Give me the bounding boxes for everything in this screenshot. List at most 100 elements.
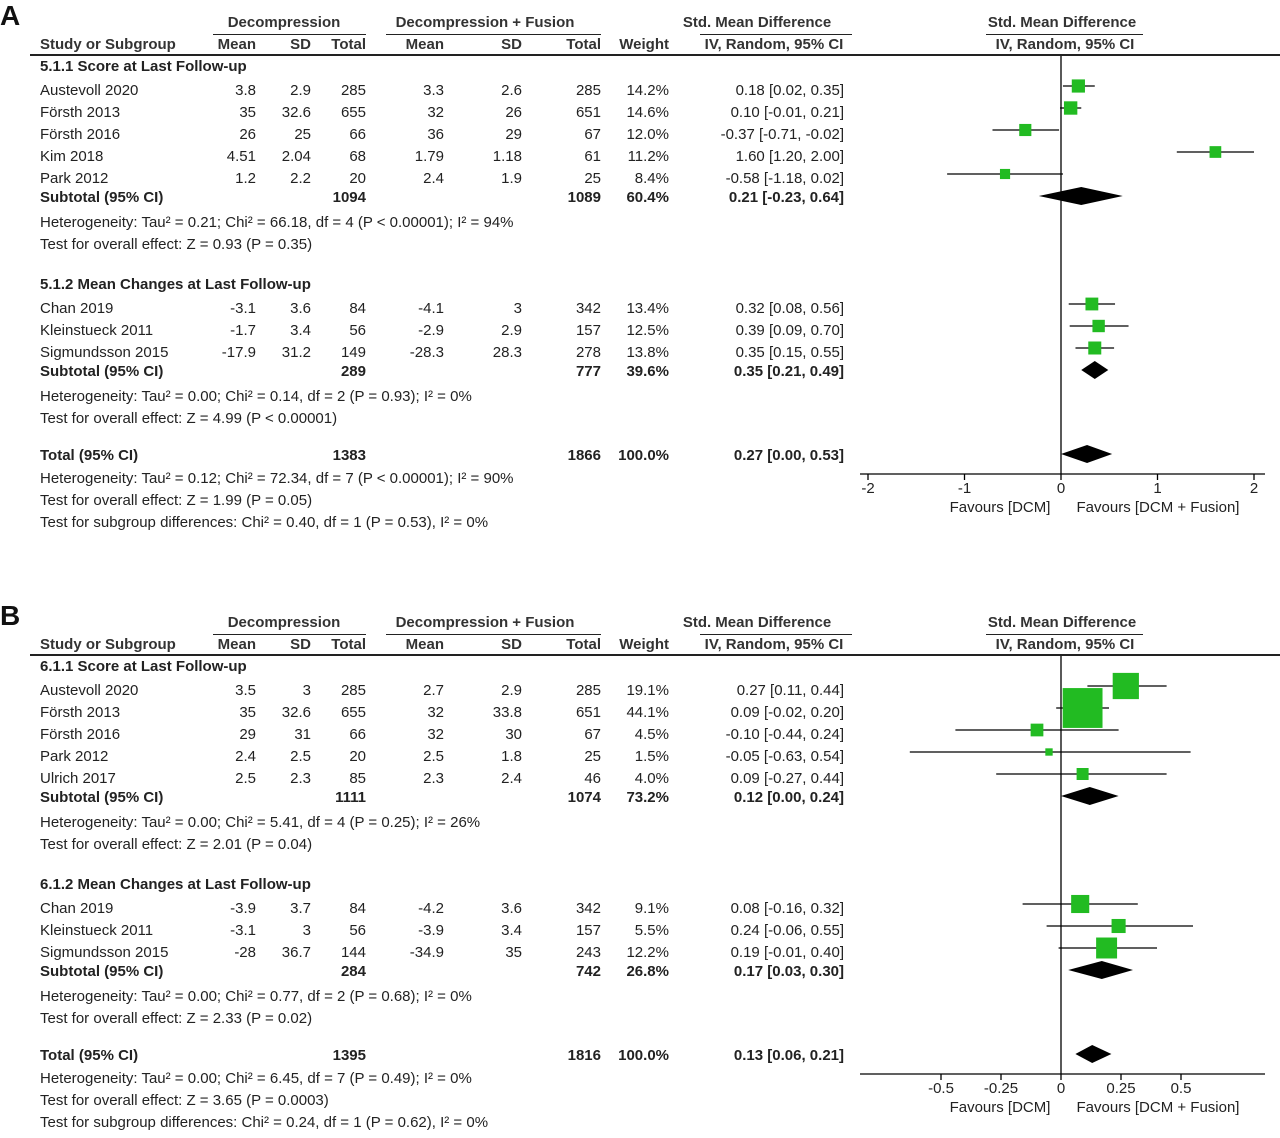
plot-underline — [986, 634, 1143, 635]
study-name: Ulrich 2017 — [40, 770, 116, 787]
mean2-column-header: Mean — [405, 36, 444, 53]
subtotal-n1: 289 — [340, 363, 366, 380]
group1-header: Decompression — [227, 14, 341, 31]
mean1-value: -3.1 — [230, 300, 256, 317]
subtotal-weight: 73.2% — [626, 789, 669, 806]
smd-method-header: IV, Random, 95% CI — [704, 636, 844, 653]
effect-marker — [1085, 297, 1099, 311]
plot-header: Std. Mean Difference — [987, 614, 1137, 631]
x-tick-label: 2 — [1249, 480, 1259, 497]
x-tick-label: 0.5 — [1170, 1080, 1192, 1097]
total1-value: 149 — [340, 344, 366, 361]
ci-value: 0.32 [0.08, 0.56] — [735, 300, 844, 317]
subtotal-label: Subtotal (95% CI) — [40, 363, 164, 380]
mean1-column-header: Mean — [217, 36, 256, 53]
x-tick-label: 0 — [1056, 1080, 1066, 1097]
overall-effect-text: Test for overall effect: Z = 4.99 (P < 0… — [40, 410, 338, 427]
group2-header: Decompression + Fusion — [395, 614, 575, 631]
sd2-value: 3.4 — [501, 922, 522, 939]
weight-value: 13.4% — [626, 300, 669, 317]
total2-value: 243 — [575, 944, 601, 961]
total2-value: 67 — [584, 726, 601, 743]
favours-left-label: Favours [DCM] — [949, 499, 1051, 516]
weight-value: 14.2% — [626, 82, 669, 99]
header-rule — [30, 54, 1280, 56]
sd2-value: 35 — [505, 944, 522, 961]
weight-value: 19.1% — [626, 682, 669, 699]
study-name: Försth 2013 — [40, 104, 121, 121]
heterogeneity-text: Heterogeneity: Tau² = 0.21; Chi² = 66.18… — [40, 214, 514, 231]
total1-value: 144 — [340, 944, 366, 961]
total2-value: 157 — [575, 322, 601, 339]
footer-note: Heterogeneity: Tau² = 0.00; Chi² = 6.45,… — [40, 1070, 472, 1087]
sd2-value: 30 — [505, 726, 522, 743]
total1-value: 84 — [349, 900, 366, 917]
ci-value: -0.58 [-1.18, 0.02] — [725, 170, 844, 187]
sd1-value: 2.5 — [290, 748, 311, 765]
panel-letter: B — [0, 600, 21, 631]
subtotal-n2: 777 — [575, 363, 601, 380]
sd1-value: 3.4 — [290, 322, 311, 339]
effect-marker — [1112, 672, 1139, 700]
smd-underline — [700, 634, 852, 635]
mean2-value: 32 — [427, 104, 444, 121]
subtotal-diamond — [1061, 787, 1119, 805]
sd1-value: 2.9 — [290, 82, 311, 99]
study-column-header: Study or Subgroup — [40, 636, 176, 653]
study-name: Park 2012 — [40, 748, 109, 765]
ci-value: 0.39 [0.09, 0.70] — [735, 322, 844, 339]
plot-underline — [986, 34, 1143, 35]
heterogeneity-text: Heterogeneity: Tau² = 0.00; Chi² = 0.14,… — [40, 388, 472, 405]
subtotal-ci: 0.35 [0.21, 0.49] — [733, 363, 844, 380]
subtotal-ci: 0.12 [0.00, 0.24] — [733, 789, 844, 806]
sd2-column-header: SD — [501, 36, 522, 53]
weight-value: 4.5% — [634, 726, 669, 743]
mean1-value: 35 — [239, 104, 256, 121]
effect-marker — [1209, 146, 1222, 158]
subtotal-diamond — [1068, 961, 1133, 979]
subtotal-label: Subtotal (95% CI) — [40, 189, 164, 206]
group2-header: Decompression + Fusion — [395, 14, 575, 31]
effect-marker — [1096, 937, 1118, 959]
favours-right-label: Favours [DCM + Fusion] — [1076, 1099, 1240, 1116]
total-weight: 100.0% — [618, 1047, 669, 1064]
total2-value: 651 — [575, 104, 601, 121]
effect-marker — [1019, 123, 1032, 137]
weight-value: 12.0% — [626, 126, 669, 143]
total1-value: 84 — [349, 300, 366, 317]
weight-value: 11.2% — [627, 148, 669, 165]
favours-left-label: Favours [DCM] — [949, 1099, 1051, 1116]
weight-value: 44.1% — [626, 704, 669, 721]
total2-value: 46 — [584, 770, 601, 787]
sd1-value: 32.6 — [281, 104, 311, 121]
sd1-value: 3.7 — [290, 900, 311, 917]
sd1-value: 2.3 — [290, 770, 311, 787]
total-ci: 0.27 [0.00, 0.53] — [733, 447, 844, 464]
footer-note: Test for overall effect: Z = 3.65 (P = 0… — [40, 1092, 329, 1109]
mean1-value: 4.51 — [226, 148, 256, 165]
subgroup-title: 6.1.1 Score at Last Follow-up — [40, 658, 247, 675]
group1-underline — [213, 34, 366, 35]
total-n1: 1395 — [332, 1047, 366, 1064]
mean2-value: 32 — [427, 704, 444, 721]
weight-value: 8.4% — [634, 170, 669, 187]
sd1-value: 3.6 — [290, 300, 311, 317]
study-name: Sigmundsson 2015 — [40, 944, 169, 961]
total2-column-header: Total — [566, 636, 601, 653]
subtotal-n2: 742 — [575, 963, 601, 980]
sd2-value: 3.6 — [501, 900, 522, 917]
heterogeneity-text: Heterogeneity: Tau² = 0.00; Chi² = 5.41,… — [40, 814, 481, 831]
subgroup-title: 5.1.2 Mean Changes at Last Follow-up — [40, 276, 311, 293]
total2-value: 278 — [575, 344, 601, 361]
group2-underline — [386, 634, 601, 635]
study-name: Kleinstueck 2011 — [40, 922, 154, 939]
sd2-value: 1.18 — [492, 148, 522, 165]
mean1-value: 26 — [239, 126, 256, 143]
total1-value: 655 — [340, 104, 366, 121]
ci-value: 0.18 [0.02, 0.35] — [735, 82, 844, 99]
subtotal-n2: 1074 — [567, 789, 601, 806]
panel-letter: A — [0, 0, 21, 31]
effect-marker — [1071, 894, 1090, 914]
subgroup-title: 5.1.1 Score at Last Follow-up — [40, 58, 247, 75]
x-tick-label: -1 — [957, 480, 972, 497]
